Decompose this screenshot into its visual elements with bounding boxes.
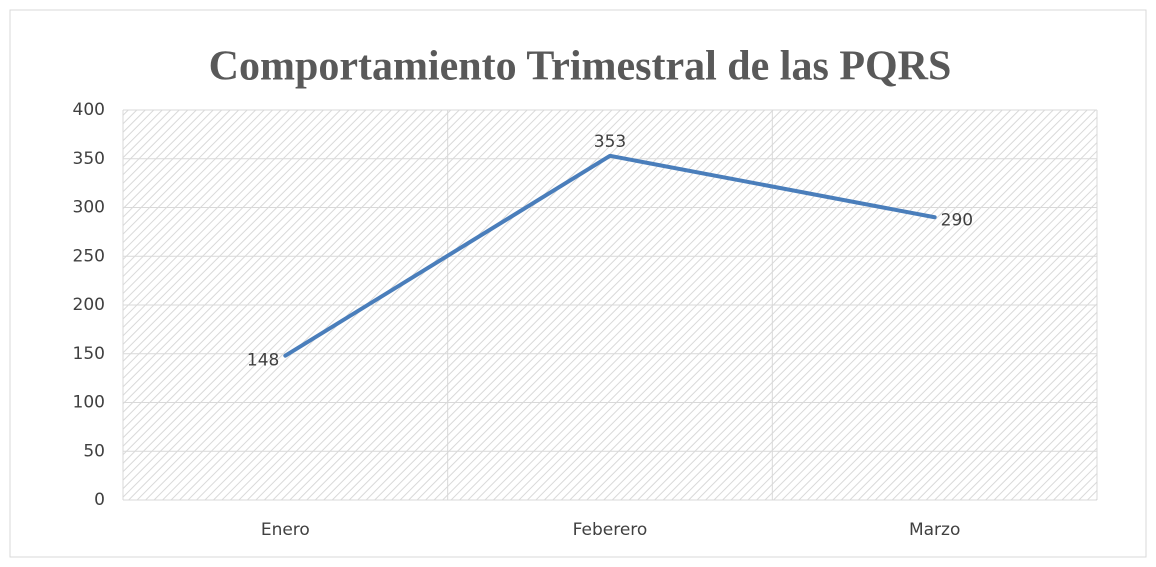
- data-label: 148: [247, 351, 279, 371]
- data-label: 353: [594, 132, 626, 152]
- y-tick-label: 0: [94, 490, 105, 510]
- y-tick-label: 300: [73, 198, 105, 218]
- chart-title: Comportamiento Trimestral de las PQRS: [209, 44, 952, 90]
- x-tick-label: Feberero: [573, 520, 648, 540]
- x-tick-label: Enero: [261, 520, 310, 540]
- y-tick-label: 100: [73, 393, 105, 413]
- data-label: 290: [941, 210, 973, 230]
- x-tick-label: Marzo: [909, 520, 960, 540]
- y-tick-label: 150: [73, 344, 105, 364]
- y-tick-label: 200: [73, 295, 105, 315]
- y-tick-label: 350: [73, 149, 105, 169]
- y-tick-label: 250: [73, 246, 105, 266]
- line: [283, 153, 937, 358]
- y-tick-label: 50: [83, 441, 105, 461]
- y-tick-label: 400: [73, 100, 105, 120]
